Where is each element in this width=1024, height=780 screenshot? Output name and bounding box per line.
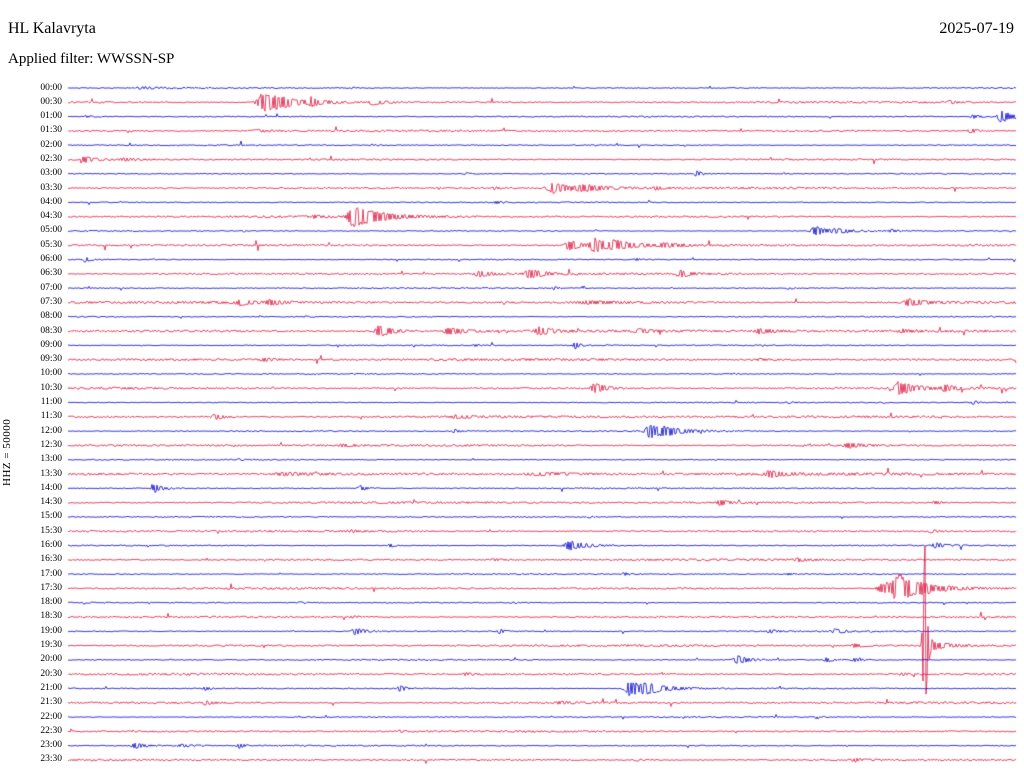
- trace-canvas: [0, 0, 1024, 780]
